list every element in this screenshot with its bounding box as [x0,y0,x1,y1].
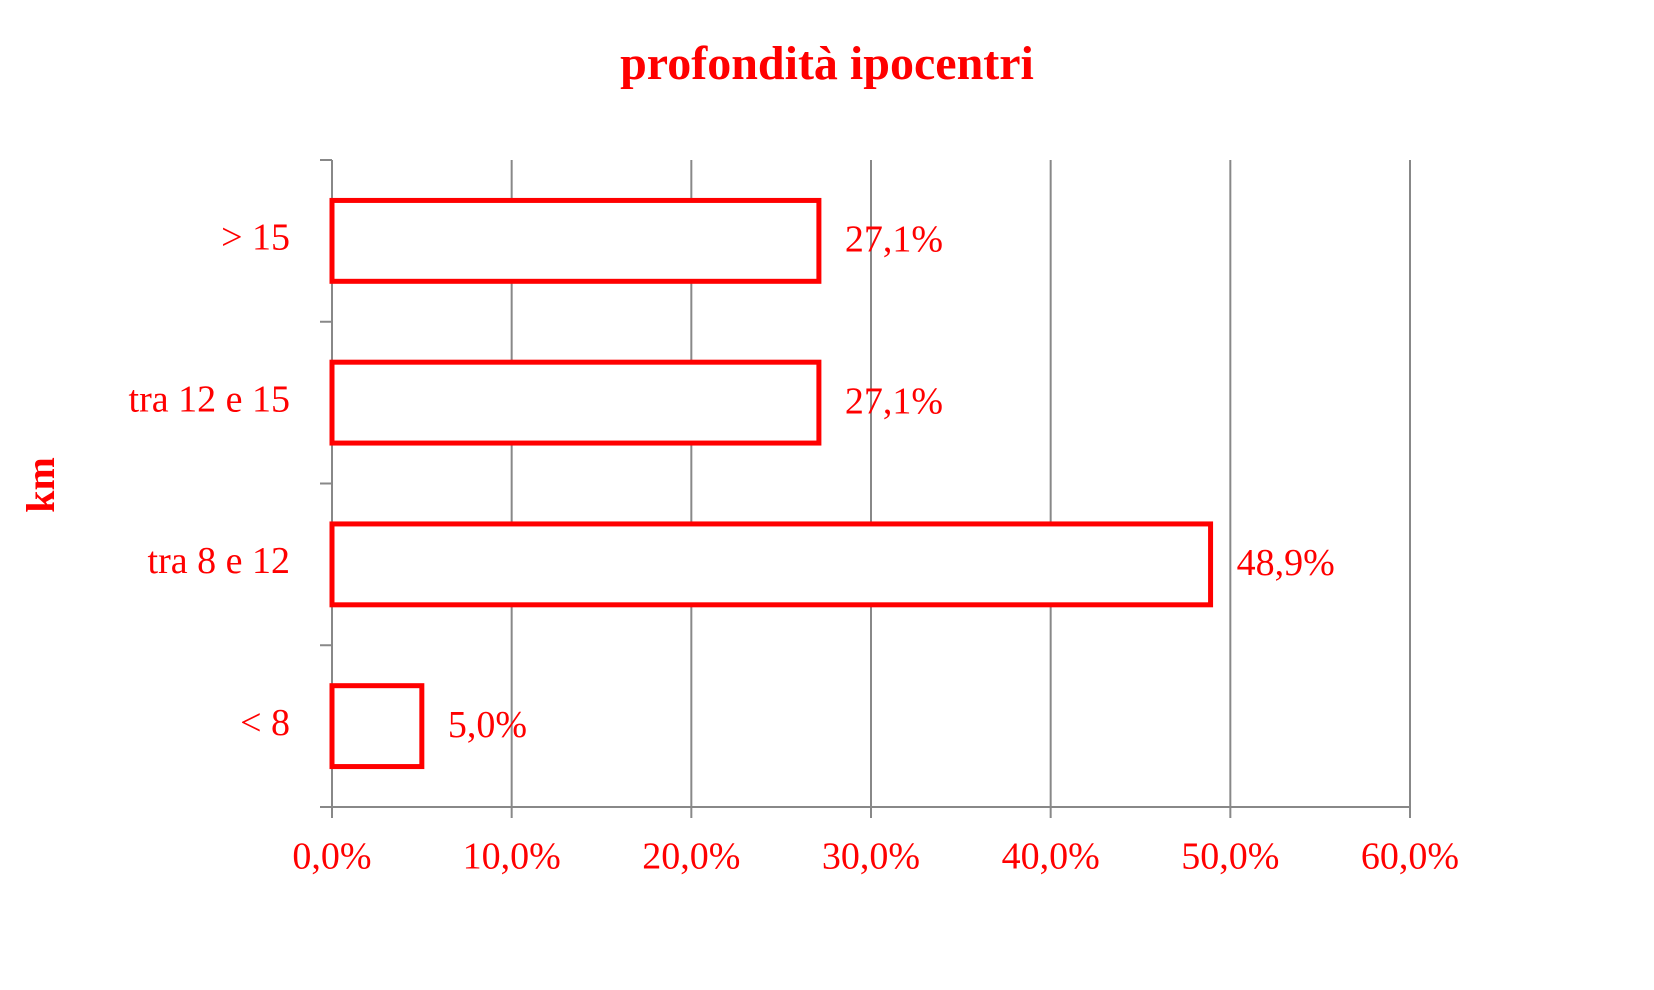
bar [329,197,822,284]
data-label: 27,1% [845,219,943,261]
y-tick-label: tra 8 e 12 [148,540,290,582]
y-axis-label: km [18,457,63,513]
x-tick-label: 0,0% [292,836,371,878]
bar [329,359,822,446]
y-tick-label: tra 12 e 15 [129,378,290,420]
chart-title: profondità ipocentri [620,37,1034,90]
data-label: 5,0% [448,704,527,746]
data-label: 27,1% [845,380,943,422]
x-tick-label: 40,0% [1002,836,1100,878]
bar [329,521,1214,608]
x-tick-label: 50,0% [1181,836,1279,878]
x-tick-label: 30,0% [822,836,920,878]
data-label: 48,9% [1237,542,1335,584]
y-tick-label: > 15 [221,217,290,259]
x-tick-label: 60,0% [1361,836,1459,878]
bar [329,683,425,770]
x-tick-label: 20,0% [642,836,740,878]
x-tick-label: 10,0% [463,836,561,878]
y-tick-label: < 8 [240,702,290,744]
